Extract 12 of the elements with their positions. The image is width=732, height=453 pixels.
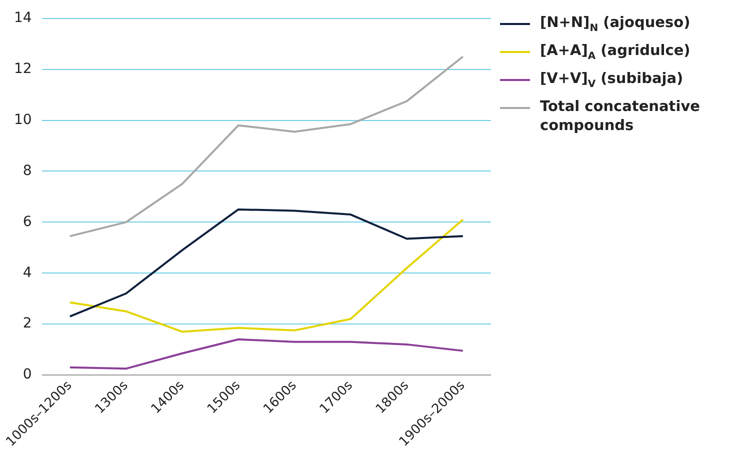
legend-label: [A+A]$_{A}$ (agridulce)	[540, 42, 690, 64]
y-tick-label: 2	[22, 316, 32, 332]
y-tick-label: 8	[22, 162, 32, 179]
y-tick-label: 10	[14, 112, 32, 128]
y-tick-label: 4	[22, 264, 32, 281]
y-tick-label: 0	[22, 366, 32, 383]
legend-label: [N+N]$_{N}$ (ajoqueso)	[540, 14, 690, 36]
legend-label: [V+V]$_{V}$ (subibaja)	[540, 70, 684, 92]
y-tick-label: 14	[14, 10, 32, 26]
legend-label: Total concatenative compounds	[540, 98, 701, 136]
y-tick-label: 6	[22, 214, 32, 230]
y-tick-label: 12	[14, 60, 32, 77]
